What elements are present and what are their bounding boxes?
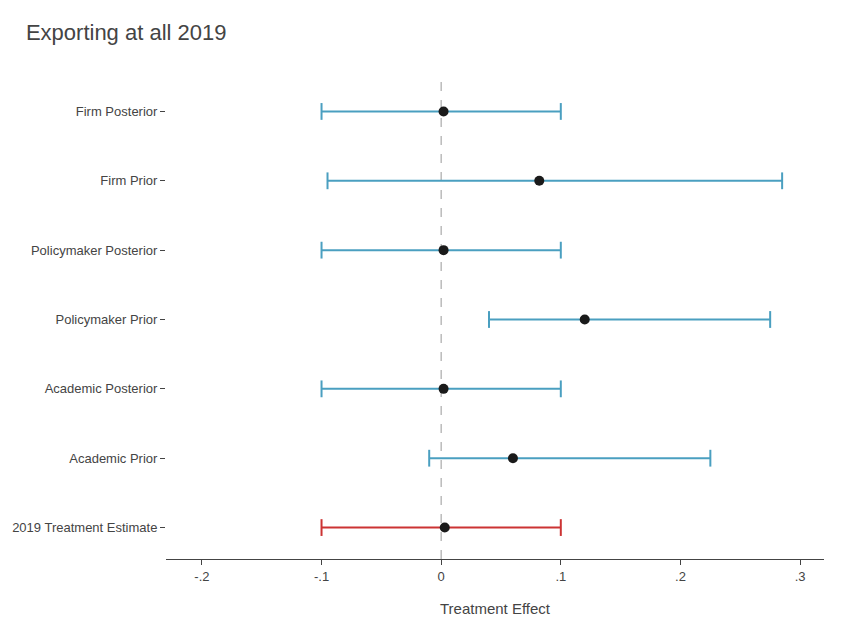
- svg-text:.1: .1: [555, 569, 566, 584]
- svg-text:Firm Prior: Firm Prior: [100, 173, 158, 188]
- svg-text:Academic Prior: Academic Prior: [69, 451, 158, 466]
- svg-text:Treatment Effect: Treatment Effect: [440, 600, 551, 617]
- svg-text:Academic Posterior: Academic Posterior: [45, 381, 158, 396]
- svg-text:Firm Posterior: Firm Posterior: [76, 104, 158, 119]
- svg-text:Policymaker Prior: Policymaker Prior: [56, 312, 159, 327]
- svg-text:-.1: -.1: [314, 569, 329, 584]
- svg-text:2019 Treatment Estimate: 2019 Treatment Estimate: [12, 520, 157, 535]
- svg-text:.2: .2: [675, 569, 686, 584]
- svg-text:0: 0: [438, 569, 445, 584]
- svg-text:.3: .3: [795, 569, 806, 584]
- svg-text:-.2: -.2: [194, 569, 209, 584]
- svg-text:Policymaker Posterior: Policymaker Posterior: [31, 243, 158, 258]
- svg-text:Exporting at all 2019: Exporting at all 2019: [26, 20, 227, 45]
